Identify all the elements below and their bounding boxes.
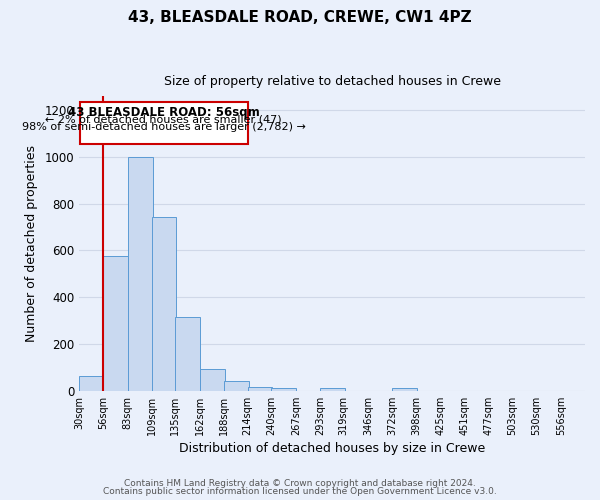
Bar xyxy=(320,388,344,391)
Bar xyxy=(152,216,176,391)
Text: 98% of semi-detached houses are larger (2,782) →: 98% of semi-detached houses are larger (… xyxy=(22,122,305,132)
Bar xyxy=(128,157,152,391)
Text: 43 BLEASDALE ROAD: 56sqm: 43 BLEASDALE ROAD: 56sqm xyxy=(68,106,260,119)
Bar xyxy=(224,382,248,391)
Bar xyxy=(271,388,296,391)
Text: 43, BLEASDALE ROAD, CREWE, CW1 4PZ: 43, BLEASDALE ROAD, CREWE, CW1 4PZ xyxy=(128,10,472,25)
Y-axis label: Number of detached properties: Number of detached properties xyxy=(25,145,38,342)
FancyBboxPatch shape xyxy=(80,102,248,144)
Text: Contains HM Land Registry data © Crown copyright and database right 2024.: Contains HM Land Registry data © Crown c… xyxy=(124,478,476,488)
Bar xyxy=(103,256,128,391)
Bar xyxy=(79,376,104,391)
X-axis label: Distribution of detached houses by size in Crewe: Distribution of detached houses by size … xyxy=(179,442,485,455)
Bar xyxy=(248,386,272,391)
Title: Size of property relative to detached houses in Crewe: Size of property relative to detached ho… xyxy=(164,75,500,88)
Text: ← 2% of detached houses are smaller (47): ← 2% of detached houses are smaller (47) xyxy=(46,114,282,124)
Bar xyxy=(175,317,200,391)
Text: Contains public sector information licensed under the Open Government Licence v3: Contains public sector information licen… xyxy=(103,487,497,496)
Bar xyxy=(200,368,225,391)
Bar xyxy=(392,388,417,391)
